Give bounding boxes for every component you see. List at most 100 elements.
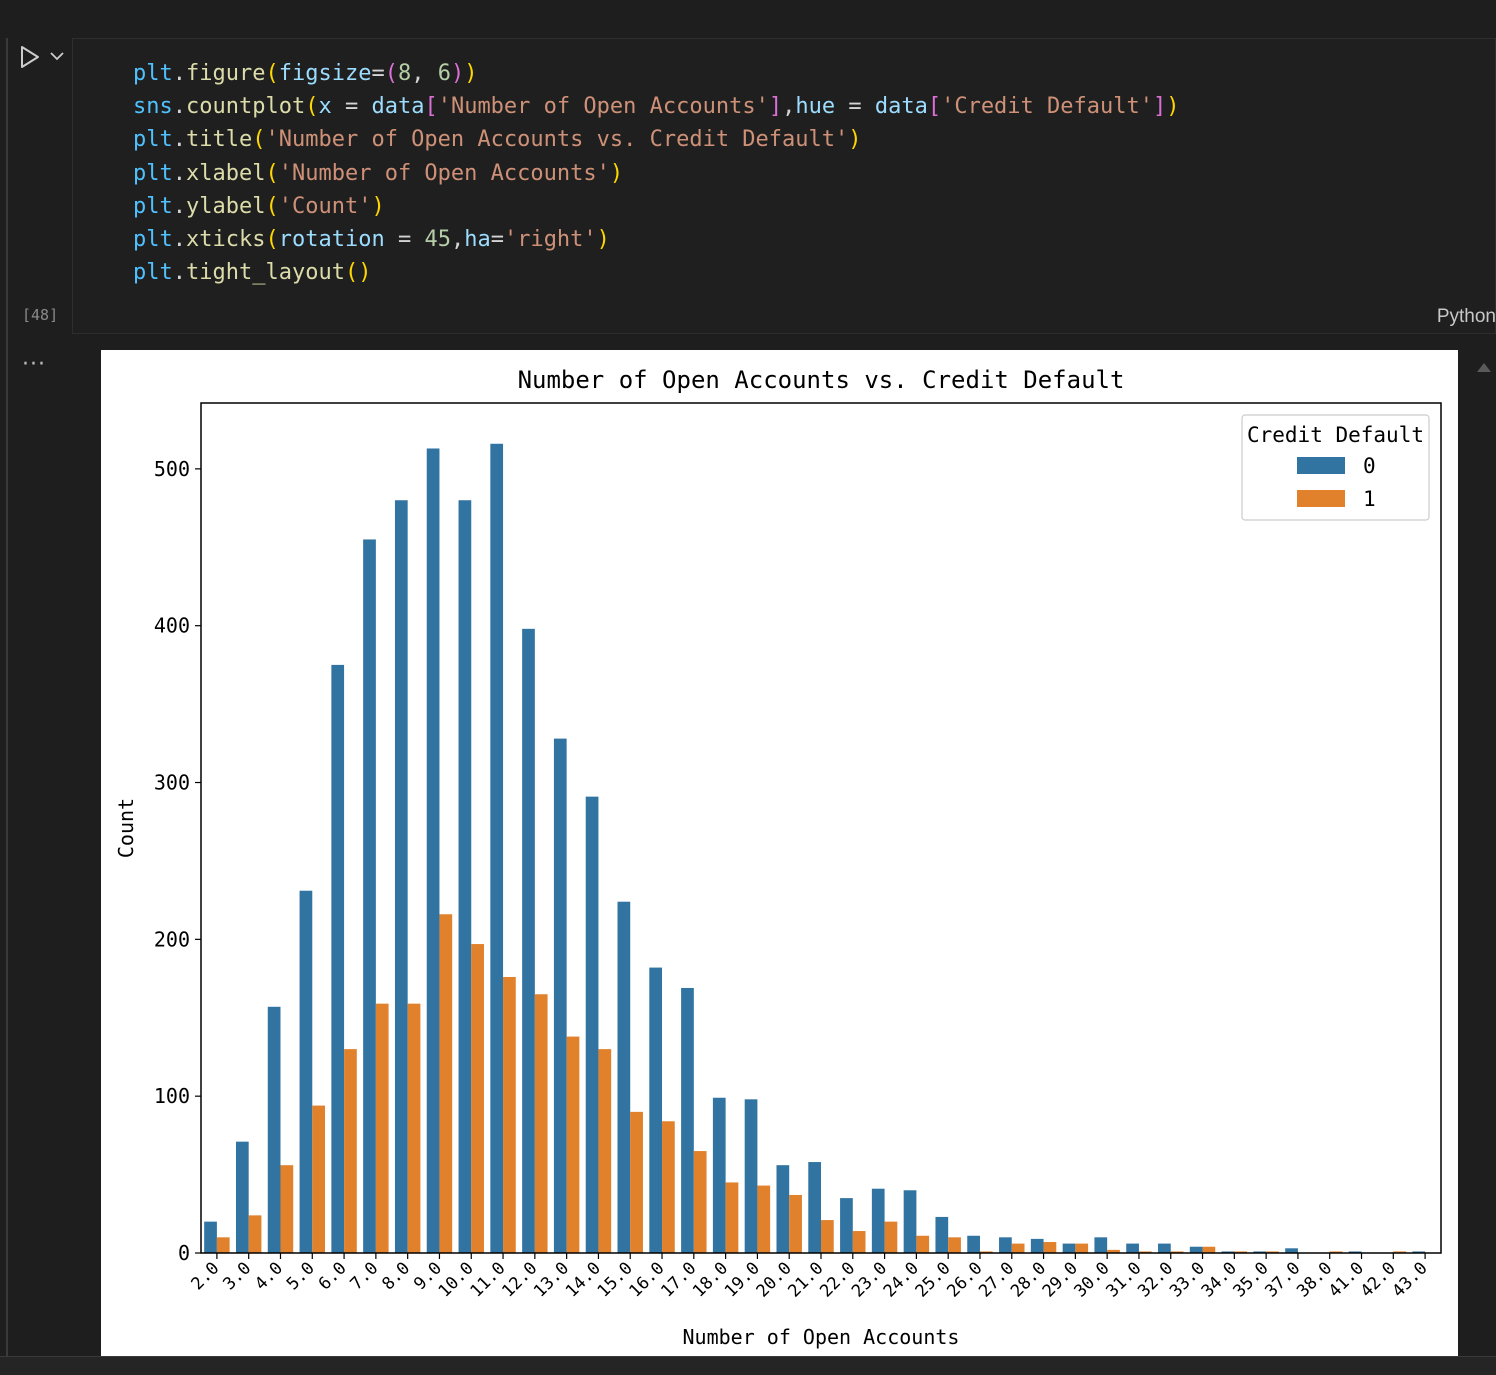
code-token: 'Number of Open Accounts' bbox=[278, 160, 610, 186]
x-tick-label: 24.0 bbox=[880, 1258, 923, 1301]
code-token: . bbox=[172, 260, 186, 286]
code-token: ) bbox=[596, 226, 610, 252]
bar-series-0 bbox=[1348, 1251, 1362, 1253]
code-cell-editor[interactable]: plt.figure(figsize=(8, 6)) sns.countplot(… bbox=[72, 38, 1496, 334]
bar-series-1 bbox=[757, 1185, 771, 1253]
y-tick-label: 200 bbox=[154, 927, 190, 951]
cell-output: 0 100 200 300 400 500 2.0 3.0 4.0 5.0 6.0 7.0 8.0 9.0… bbox=[101, 350, 1458, 1356]
bar-series-0 bbox=[331, 664, 345, 1253]
bar-series-0 bbox=[1062, 1243, 1076, 1253]
code-token: . bbox=[172, 94, 186, 120]
execution-count: [48] bbox=[22, 306, 59, 324]
bar-series-1 bbox=[852, 1231, 866, 1253]
bar-series-1 bbox=[916, 1235, 930, 1253]
bar-series-1 bbox=[534, 994, 548, 1253]
code-token: title bbox=[186, 127, 253, 153]
code-token: ) bbox=[450, 61, 465, 86]
bar-series-1 bbox=[725, 1182, 739, 1253]
bar-series-1 bbox=[216, 1237, 230, 1253]
code-token: ( bbox=[252, 127, 266, 153]
x-tick-label: 7.0 bbox=[347, 1258, 383, 1294]
y-tick-label: 300 bbox=[154, 771, 190, 795]
code-token: ( bbox=[265, 160, 279, 186]
bar-series-0 bbox=[1285, 1248, 1298, 1253]
bar-series-1 bbox=[884, 1221, 898, 1253]
bar-series-1 bbox=[1329, 1251, 1343, 1253]
bar-series-1 bbox=[1266, 1251, 1279, 1253]
code-token: . bbox=[172, 160, 186, 186]
bar-series-1 bbox=[280, 1165, 294, 1253]
code-token: data bbox=[371, 94, 425, 120]
code-token: 'Number of Open Accounts' bbox=[437, 94, 769, 120]
x-tick-label: 31.0 bbox=[1102, 1258, 1145, 1301]
bar-series-1 bbox=[439, 914, 453, 1253]
code-token: xticks bbox=[186, 226, 266, 252]
bar-series-0 bbox=[1253, 1251, 1267, 1253]
bar-series-1 bbox=[598, 1049, 612, 1253]
x-tick-label: 8.0 bbox=[378, 1258, 414, 1294]
bar-series-1 bbox=[693, 1151, 707, 1253]
x-axis-label: Number of Open Accounts bbox=[683, 1325, 960, 1349]
bar-series-0 bbox=[903, 1190, 917, 1253]
bar-series-1 bbox=[1107, 1249, 1120, 1253]
x-tick-label: 10.0 bbox=[435, 1258, 478, 1301]
bar-series-1 bbox=[503, 976, 516, 1253]
code-token: ) bbox=[464, 61, 478, 86]
code-token: ] bbox=[1153, 94, 1167, 120]
x-tick-label: 33.0 bbox=[1166, 1258, 1209, 1301]
play-icon[interactable] bbox=[18, 44, 42, 70]
code-token: rotation bbox=[278, 226, 385, 252]
code-token: plt bbox=[133, 127, 173, 153]
bar-series-0 bbox=[1189, 1246, 1203, 1253]
bar-series-1 bbox=[662, 1121, 675, 1253]
code-token: ( bbox=[265, 193, 279, 219]
code-token: hue bbox=[795, 94, 836, 120]
bar-series-1 bbox=[566, 1036, 580, 1253]
language-label[interactable]: Python bbox=[1436, 306, 1496, 327]
code-token: plt bbox=[133, 160, 173, 186]
code-token: plt bbox=[133, 260, 173, 286]
code-token: ) bbox=[358, 260, 372, 286]
x-tick-label: 21.0 bbox=[784, 1258, 827, 1301]
status-bar bbox=[0, 1356, 1496, 1375]
bar-series-0 bbox=[999, 1237, 1012, 1253]
code-block[interactable]: plt.figure(figsize=(8, 6)) sns.countplot(… bbox=[133, 57, 1180, 289]
x-tick-label: 14.0 bbox=[562, 1258, 605, 1301]
x-tick-label: 34.0 bbox=[1198, 1258, 1241, 1301]
output-more-icon[interactable]: ··· bbox=[22, 352, 46, 377]
bar-series-1 bbox=[407, 1003, 421, 1253]
bar-series-0 bbox=[522, 628, 535, 1253]
bar-series-1 bbox=[1075, 1243, 1089, 1253]
x-tick-label: 20.0 bbox=[753, 1258, 796, 1301]
code-token: , bbox=[782, 94, 796, 120]
bar-series-0 bbox=[204, 1221, 217, 1253]
bar-series-0 bbox=[235, 1141, 249, 1253]
code-token: ) bbox=[371, 193, 385, 219]
bar-series-1 bbox=[471, 944, 484, 1253]
y-tick-label: 100 bbox=[154, 1084, 190, 1108]
code-token: . bbox=[172, 127, 186, 153]
bar-series-0 bbox=[1126, 1243, 1139, 1253]
code-token: [ bbox=[424, 94, 438, 120]
scroll-up-icon[interactable] bbox=[1476, 360, 1492, 374]
code-token: 'Number of Open Accounts vs. Credit Defa… bbox=[265, 127, 849, 153]
code-token: ) bbox=[609, 160, 624, 186]
bar-series-1 bbox=[821, 1220, 834, 1253]
code-line: plt.figure(figsize=(8, 6)) bbox=[133, 57, 1180, 90]
bar-series-1 bbox=[948, 1237, 961, 1253]
x-tick-label: 41.0 bbox=[1325, 1258, 1368, 1301]
y-tick-label: 500 bbox=[154, 457, 190, 481]
legend-label: 0 bbox=[1363, 454, 1376, 478]
bar-series-0 bbox=[1412, 1251, 1426, 1253]
bar-series-0 bbox=[935, 1216, 949, 1253]
code-token: xlabel bbox=[186, 160, 266, 186]
bar-series-1 bbox=[1011, 1243, 1025, 1253]
legend-swatch-0 bbox=[1297, 457, 1345, 474]
code-token: ( bbox=[384, 61, 398, 86]
bar-series-0 bbox=[808, 1162, 821, 1253]
x-tick-label: 28.0 bbox=[1007, 1258, 1050, 1301]
code-token: 45 bbox=[424, 226, 451, 252]
code-token: plt bbox=[133, 226, 173, 252]
code-token: data bbox=[874, 94, 928, 120]
chevron-down-icon[interactable] bbox=[48, 47, 66, 65]
